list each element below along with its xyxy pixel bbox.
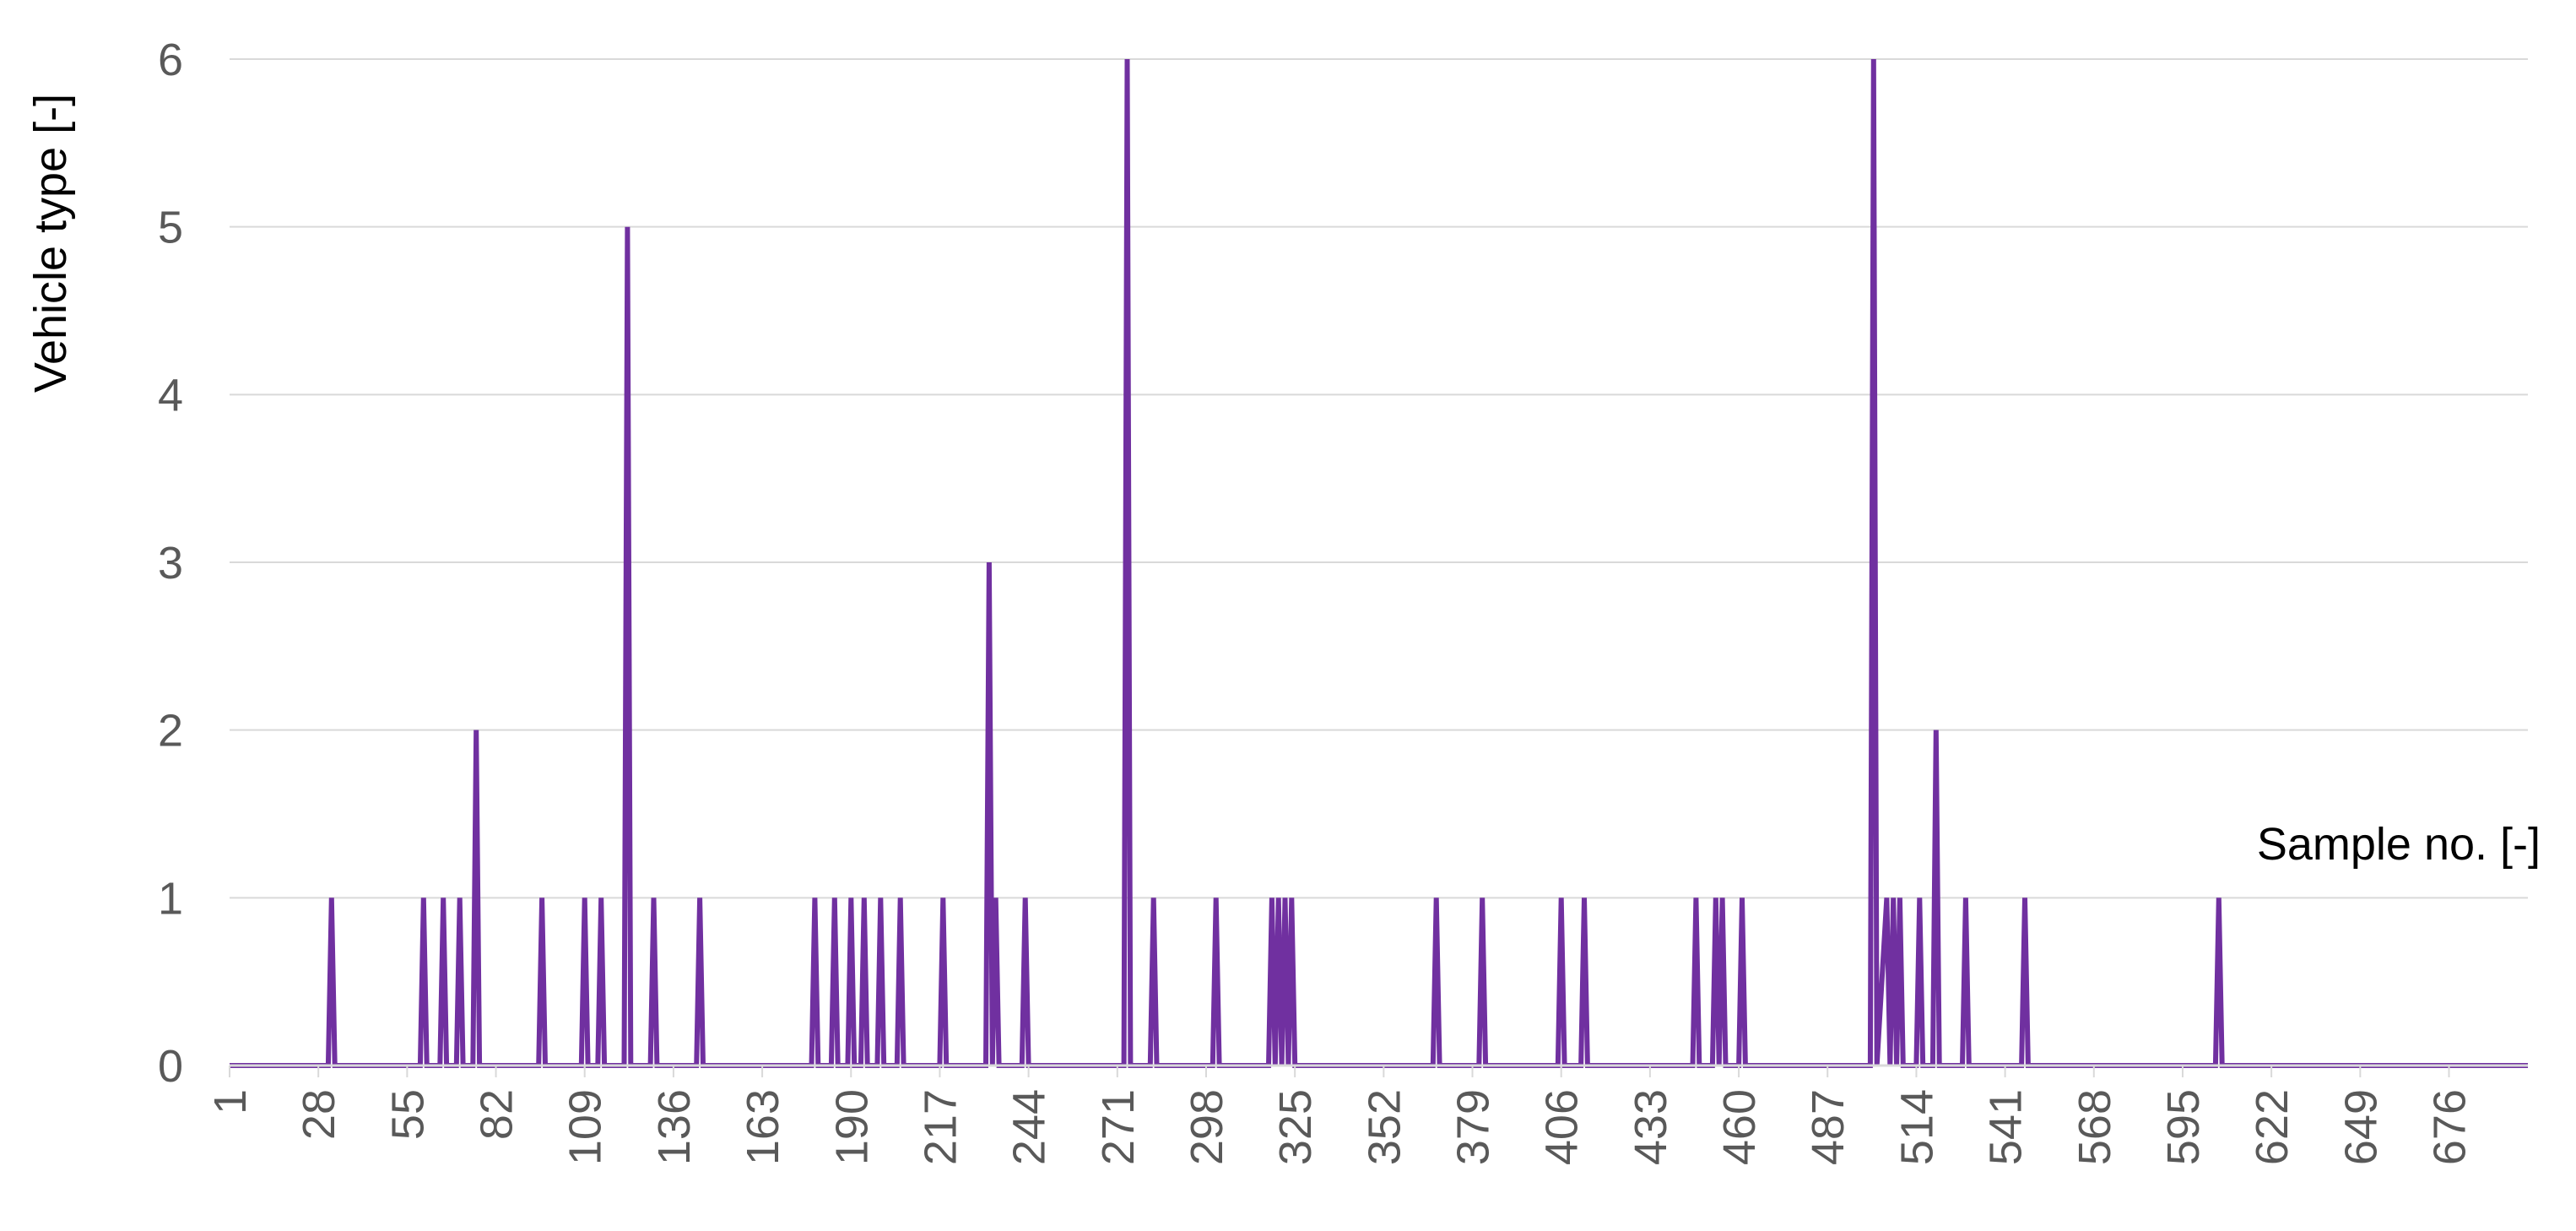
x-tick-label: 433 [1626, 1089, 1676, 1165]
y-axis: 0 1 2 3 4 5 6 [158, 35, 183, 1092]
x-tick-label: 568 [2070, 1089, 2120, 1165]
x-tick-label: 352 [1359, 1089, 1410, 1165]
y-tick-label: 5 [158, 203, 183, 253]
x-tick-label: 109 [560, 1089, 611, 1165]
horizontal-gridlines [230, 58, 2528, 899]
x-tick-label: 406 [1537, 1089, 1588, 1165]
x-axis-title: Sample no. [-] [2257, 819, 2541, 870]
x-tick-label: 325 [1270, 1089, 1321, 1165]
x-tick-label: 82 [472, 1089, 522, 1140]
y-tick-label: 4 [158, 370, 183, 420]
x-tick-label: 55 [382, 1089, 433, 1140]
x-tick-label: 298 [1182, 1089, 1232, 1165]
x-tick-label: 514 [1891, 1089, 1942, 1165]
x-tick-label: 622 [2247, 1089, 2297, 1165]
x-tick-label: 271 [1093, 1089, 1144, 1165]
x-tick-label: 190 [826, 1089, 877, 1165]
x-tick-label: 649 [2335, 1089, 2386, 1165]
y-tick-label: 1 [158, 873, 183, 924]
x-tick-label: 541 [1981, 1089, 2032, 1165]
y-tick-label: 2 [158, 706, 183, 756]
x-tick-label: 244 [1004, 1089, 1055, 1165]
x-tick-label: 136 [649, 1089, 700, 1165]
y-tick-label: 3 [158, 538, 183, 588]
x-tick-label: 460 [1714, 1089, 1765, 1165]
y-tick-label: 0 [158, 1041, 183, 1092]
x-tick-label: 1 [205, 1089, 256, 1114]
x-tick-label: 676 [2425, 1089, 2476, 1165]
x-tick-label: 595 [2158, 1089, 2209, 1165]
y-tick-label: 6 [158, 35, 183, 85]
x-tick-label: 379 [1448, 1089, 1499, 1165]
x-tick-label: 487 [1803, 1089, 1854, 1165]
x-tick-label: 217 [915, 1089, 966, 1165]
y-axis-title: Vehicle type [-] [25, 94, 76, 393]
x-tick-label: 28 [294, 1089, 344, 1140]
x-axis: 1 28 55 82 109 136 163 190 217 244 271 298 325 352 379… [205, 1064, 2528, 1165]
x-tick-label: 163 [738, 1089, 788, 1165]
